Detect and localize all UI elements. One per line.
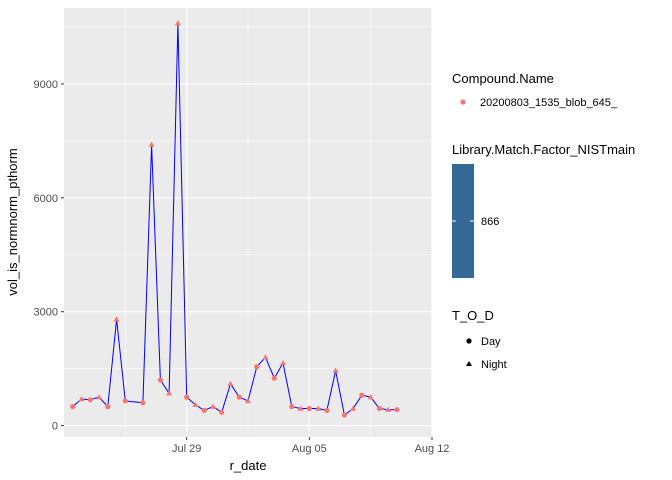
data-point-day [70,404,76,410]
legend-compound-label: 20200803_1535_blob_645_ [480,97,618,109]
data-point-day [376,405,383,412]
x-tick-label: Aug 12 [415,443,450,455]
y-tick-label: 0 [52,421,58,433]
data-point-day [289,404,295,410]
legend-tod-title: T_O_D [452,308,494,323]
data-point-day [254,364,260,370]
data-point-day [122,398,128,404]
data-point-day [157,377,163,383]
data-point-night [332,367,339,373]
data-point-day [359,392,365,398]
x-axis: Jul 29 Aug 05 Aug 12 [172,437,449,455]
data-point-day [184,394,190,400]
data-point-day [236,394,242,400]
x-tick-label: Jul 29 [172,443,201,455]
data-point-night [166,390,173,396]
legend-match-label: 866 [481,216,499,228]
y-tick-label: 6000 [34,193,58,205]
data-point-night [96,394,103,400]
data-point-day [394,407,400,413]
data-point-night [148,141,155,147]
legend-tod-night-key [466,361,472,366]
grid-minor [64,8,432,437]
data-point-day [105,404,111,410]
data-point-day [306,405,312,412]
data-point-night [113,316,120,322]
legend-tod-day-key [466,338,472,344]
data-point-day [201,407,207,414]
y-axis-title: vol_is_normnorm_pthorm [5,148,20,295]
data-point-night [385,406,392,412]
data-point-night [262,354,269,360]
y-tick-label: 3000 [34,307,58,319]
legend-compound-key [460,99,466,105]
data-point-night [315,405,322,411]
data-point-night [367,394,374,400]
data-point-night [192,401,199,407]
legend-match-colorbar [452,164,474,278]
data-point-night [227,380,234,387]
data-point-night [209,403,216,409]
data-point-night [280,359,287,366]
data-point-night [297,405,304,411]
legend-tod-night-label: Night [481,359,507,371]
grid-major [64,8,433,437]
series-points [70,20,400,418]
x-axis-title: r_date [230,458,267,473]
data-point-day [219,409,225,415]
legend-tod-day-label: Day [481,336,501,348]
data-point-day [341,412,347,418]
data-point-night [174,20,181,26]
data-point-day [140,400,146,406]
data-point-day [87,397,93,403]
y-tick-label: 9000 [34,79,58,91]
data-point-night [245,397,251,404]
data-point-night [78,396,85,402]
legend: Compound.Name 20200803_1535_blob_645_ Li… [452,71,635,371]
x-tick-label: Aug 05 [292,443,327,455]
data-point-day [324,407,330,414]
data-point-day [271,375,277,381]
data-point-night [350,405,357,411]
legend-match-title: Library.Match.Factor_NISTmain [452,142,635,157]
legend-compound-title: Compound.Name [452,71,554,86]
y-axis: 0 3000 6000 9000 [34,79,64,433]
